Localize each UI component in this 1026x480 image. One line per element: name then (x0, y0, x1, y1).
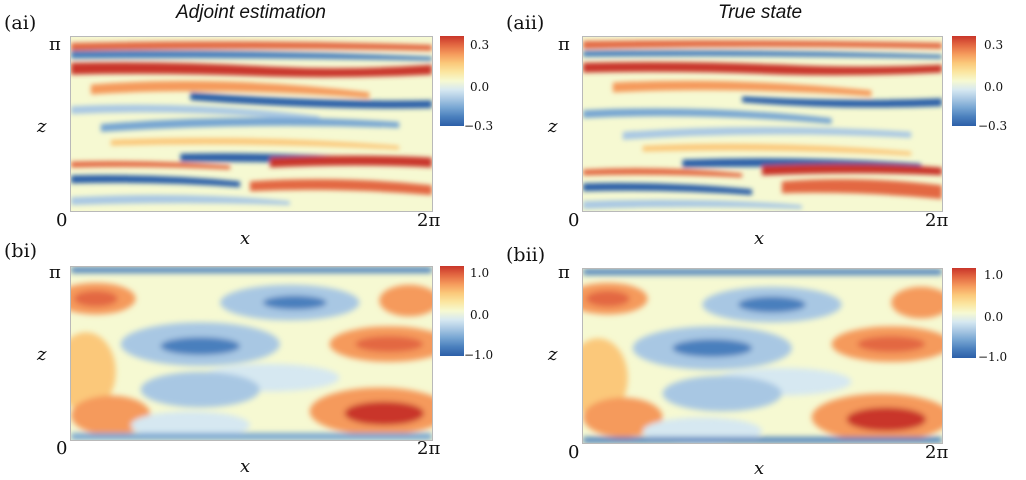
z-axis-label: z (37, 344, 47, 365)
colorbar-bottom-right (952, 268, 976, 358)
colorbar-tick-zero: 0.0 (984, 80, 1004, 94)
panel-label-ai: (ai) (4, 12, 37, 34)
colorbar-bottom-left (440, 266, 464, 356)
panel-label-bii: (bii) (506, 244, 546, 266)
heatmap-adjoint-lower (56, 266, 449, 441)
x-axis-label: x (754, 458, 765, 479)
x-tick-zero: 0 (568, 442, 580, 463)
heatmap-field (583, 37, 942, 211)
z-tick-pi: π (558, 34, 570, 55)
x-tick-2pi: 2π (925, 442, 949, 463)
x-tick-zero: 0 (56, 438, 68, 459)
z-tick-pi: π (49, 34, 61, 55)
panel-title-true-state: True state (718, 2, 803, 23)
panel-label-aii: (aii) (506, 12, 545, 34)
heatmap-true-state (582, 36, 943, 212)
x-tick-2pi: 2π (417, 438, 441, 459)
x-axis-label: x (240, 228, 251, 249)
z-axis-label: z (548, 116, 558, 137)
z-axis-label: z (37, 116, 47, 137)
x-tick-2pi: 2π (925, 210, 949, 231)
colorbar-tick-zero: 0.0 (984, 310, 1004, 324)
colorbar-tick-max: 1.0 (470, 266, 490, 280)
panel-title-adjoint-estimation: Adjoint estimation (176, 2, 326, 23)
heatmap-field (56, 267, 449, 440)
x-axis-label: x (240, 456, 251, 477)
panel-label-bi: (bi) (4, 240, 38, 262)
heatmap-field (568, 269, 951, 445)
z-tick-pi: π (49, 262, 61, 283)
colorbar-tick-min: −1.0 (464, 348, 494, 362)
colorbar-tick-min: −1.0 (978, 350, 1008, 364)
colorbar-tick-min: −0.3 (978, 119, 1008, 133)
heatmap-adjoint-estimation (70, 36, 433, 212)
z-axis-label: z (548, 344, 558, 365)
colorbar-tick-max: 1.0 (984, 268, 1004, 282)
z-tick-pi: π (558, 262, 570, 283)
colorbar-tick-min: −0.3 (464, 119, 494, 133)
colorbar-top-right (952, 36, 976, 126)
colorbar-tick-zero: 0.0 (470, 308, 490, 322)
colorbar-tick-max: 0.3 (984, 38, 1004, 52)
colorbar-tick-max: 0.3 (470, 38, 490, 52)
heatmap-field (71, 37, 432, 211)
colorbar-top-left (440, 36, 464, 126)
x-axis-label: x (754, 228, 765, 249)
x-tick-2pi: 2π (417, 210, 441, 231)
colorbar-tick-zero: 0.0 (470, 80, 490, 94)
x-tick-zero: 0 (56, 210, 68, 231)
x-tick-zero: 0 (568, 210, 580, 231)
heatmap-true-lower (568, 268, 951, 445)
